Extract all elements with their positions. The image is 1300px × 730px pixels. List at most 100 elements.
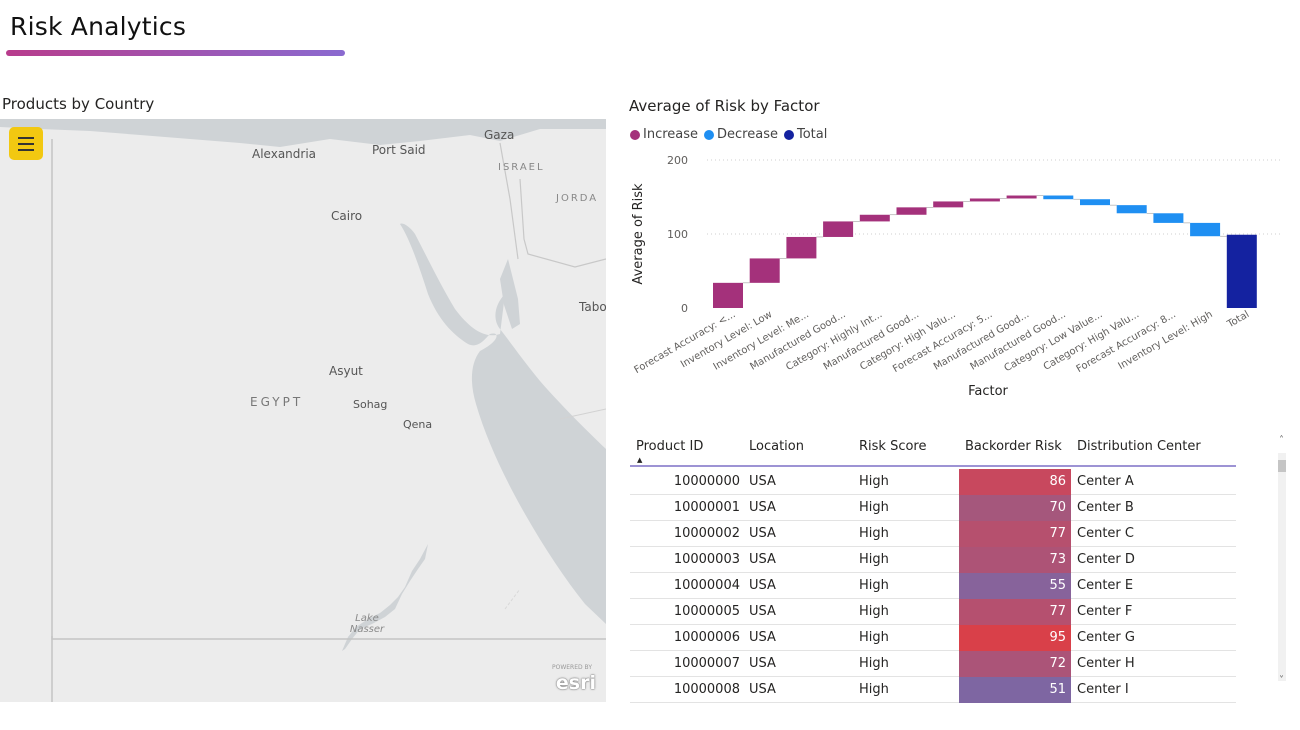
map-title: Products by Country: [2, 95, 155, 113]
y-tick-label: 100: [667, 228, 688, 241]
waterfall-bar-increase[interactable]: [823, 221, 854, 237]
table-header: Product ID ▲ Location Risk Score Backord…: [630, 432, 1236, 467]
legend-dot-total: [783, 129, 794, 140]
map-canvas: [0, 119, 606, 702]
legend-item-decrease[interactable]: Decrease: [704, 127, 778, 142]
table-row[interactable]: 10000008 USA High 51 Center I: [630, 677, 1236, 703]
page-title: Risk Analytics: [10, 12, 187, 41]
cell-distribution-center: Center C: [1077, 526, 1134, 541]
cell-backorder-risk: 95: [959, 625, 1071, 651]
map-label-asyut: Asyut: [329, 364, 363, 378]
table-row[interactable]: 10000005 USA High 77 Center F: [630, 599, 1236, 625]
table-row[interactable]: 10000000 USA High 86 Center A: [630, 469, 1236, 495]
legend-label-decrease: Decrease: [717, 127, 778, 142]
map-label-lake-nasser: Lake Nasser: [349, 613, 385, 635]
map-label-alexandria: Alexandria: [252, 147, 317, 161]
table-row[interactable]: 10000006 USA High 95 Center G: [630, 625, 1236, 651]
cell-backorder-risk: 51: [959, 677, 1071, 703]
cell-risk-score: High: [859, 656, 889, 671]
waterfall-bar-increase[interactable]: [1006, 195, 1037, 199]
cell-product-id: 10000007: [673, 656, 740, 671]
waterfall-bar-decrease[interactable]: [1153, 213, 1184, 223]
scroll-thumb[interactable]: [1278, 460, 1286, 472]
cell-product-id: 10000001: [673, 500, 740, 515]
cell-product-id: 10000000: [673, 474, 740, 489]
waterfall-bar-increase[interactable]: [713, 282, 743, 308]
cell-backorder-risk: 77: [959, 521, 1071, 547]
cell-risk-score: High: [859, 604, 889, 619]
legend-label-increase: Increase: [643, 127, 699, 142]
map-visual[interactable]: Alexandria Port Said Gaza ISRAEL JORDA C…: [0, 119, 606, 702]
cell-distribution-center: Center B: [1077, 500, 1134, 515]
cell-backorder-risk: 70: [959, 495, 1071, 521]
cell-location: USA: [749, 526, 776, 541]
waterfall-bar-increase[interactable]: [859, 214, 890, 222]
hamburger-icon[interactable]: [9, 127, 43, 160]
cell-distribution-center: Center E: [1077, 578, 1134, 593]
table-row[interactable]: 10000004 USA High 55 Center E: [630, 573, 1236, 599]
waterfall-bar-increase[interactable]: [786, 236, 817, 259]
cell-backorder-risk: 77: [959, 599, 1071, 625]
table-row[interactable]: 10000007 USA High 72 Center H: [630, 651, 1236, 677]
column-header-risk-score[interactable]: Risk Score: [859, 439, 927, 454]
chevron-down-icon[interactable]: ˅: [1279, 675, 1284, 686]
cell-distribution-center: Center I: [1077, 682, 1129, 697]
table-row[interactable]: 10000003 USA High 73 Center D: [630, 547, 1236, 573]
chart-legend: Increase Decrease Total: [630, 127, 827, 142]
map-label-gaza: Gaza: [484, 128, 515, 142]
legend-item-increase[interactable]: Increase: [630, 127, 698, 142]
column-header-distribution-center[interactable]: Distribution Center: [1077, 439, 1201, 454]
column-header-product-id[interactable]: Product ID: [636, 439, 704, 454]
cell-distribution-center: Center H: [1077, 656, 1135, 671]
waterfall-bar-total[interactable]: [1226, 234, 1257, 308]
waterfall-bar-decrease[interactable]: [1043, 195, 1074, 200]
chevron-up-icon[interactable]: ˄: [1279, 435, 1284, 446]
cell-risk-score: High: [859, 552, 889, 567]
legend-item-total[interactable]: Total: [783, 127, 827, 142]
cell-risk-score: High: [859, 474, 889, 489]
scroll-track[interactable]: [1278, 453, 1286, 681]
cell-backorder-risk: 72: [959, 651, 1071, 677]
column-header-location[interactable]: Location: [749, 439, 804, 454]
cell-distribution-center: Center F: [1077, 604, 1133, 619]
table-row[interactable]: 10000002 USA High 77 Center C: [630, 521, 1236, 547]
column-header-backorder-risk[interactable]: Backorder Risk: [965, 439, 1062, 454]
waterfall-bar-increase[interactable]: [749, 258, 780, 283]
cell-risk-score: High: [859, 630, 889, 645]
y-tick-label: 0: [681, 302, 688, 315]
legend-dot-increase: [630, 129, 640, 140]
legend-dot-decrease: [704, 129, 715, 140]
cell-backorder-risk: 73: [959, 547, 1071, 573]
cell-product-id: 10000004: [673, 578, 740, 593]
cell-location: USA: [749, 578, 776, 593]
esri-logo: esri: [555, 672, 596, 694]
cell-risk-score: High: [859, 526, 889, 541]
waterfall-bar-increase[interactable]: [933, 201, 964, 208]
y-axis-label: Average of Risk: [631, 183, 646, 285]
cell-location: USA: [749, 656, 776, 671]
cell-backorder-risk: 86: [959, 469, 1071, 495]
waterfall-bar-decrease[interactable]: [1080, 199, 1110, 206]
cell-product-id: 10000006: [673, 630, 740, 645]
x-axis-label: Factor: [968, 384, 1008, 399]
map-label-tabo: Tabo: [579, 300, 606, 314]
products-table[interactable]: Product ID ▲ Location Risk Score Backord…: [630, 432, 1236, 704]
cell-risk-score: High: [859, 578, 889, 593]
waterfall-bar-decrease[interactable]: [1190, 222, 1221, 237]
map-label-jordan: JORDA: [556, 193, 599, 204]
esri-powered-by: POWERED BY: [551, 664, 592, 671]
waterfall-bar-increase[interactable]: [969, 198, 1000, 202]
cell-backorder-risk: 55: [959, 573, 1071, 599]
cell-product-id: 10000003: [673, 552, 740, 567]
x-tick-label: Total: [1225, 309, 1252, 331]
table-scrollbar[interactable]: ˄ ˅: [1276, 435, 1287, 693]
sort-ascending-icon[interactable]: ▲: [637, 456, 643, 464]
cell-location: USA: [749, 682, 776, 697]
table-row[interactable]: 10000001 USA High 70 Center B: [630, 495, 1236, 521]
waterfall-bar-decrease[interactable]: [1116, 205, 1147, 214]
cell-risk-score: High: [859, 500, 889, 515]
chart-title: Average of Risk by Factor: [629, 97, 820, 115]
cell-location: USA: [749, 474, 776, 489]
waterfall-bar-increase[interactable]: [896, 207, 927, 215]
cell-location: USA: [749, 500, 776, 515]
